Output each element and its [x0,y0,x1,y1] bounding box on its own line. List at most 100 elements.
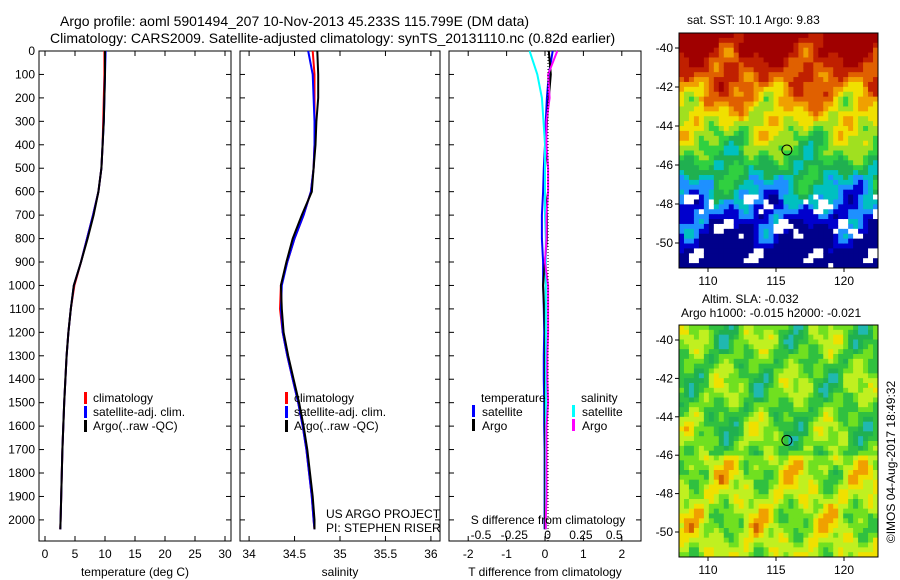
map-cell [718,209,725,215]
map-cell [713,532,720,539]
map-cell [828,130,834,137]
map-cell [848,499,854,505]
map-cell [808,140,814,147]
map-cell [858,436,864,442]
map-cell [768,47,775,54]
map-cell [858,508,864,514]
map-cell [753,184,760,191]
map-cell [698,204,705,210]
map-cell [728,62,735,68]
map-cell [808,160,814,166]
map-cell [763,334,770,340]
map-cell [808,407,814,413]
map-cell [773,57,779,63]
map-cell [738,407,745,413]
map-cell [803,397,809,403]
map-cell [758,528,765,534]
map-cell [738,518,745,524]
lat-tick-label: -40 [656,41,674,55]
map-cell [763,165,770,171]
map-cell [848,101,854,107]
map-cell [863,165,869,171]
map-cell [783,387,789,394]
map-cell [773,325,779,331]
lon-tick-label: 115 [766,563,785,577]
map-cell [818,450,824,456]
map-cell [728,334,735,340]
map-cell [743,445,750,452]
map-cell [728,484,735,490]
map-cell [853,189,859,196]
map-cell [773,392,779,398]
map-cell [828,42,834,49]
map-cell [703,479,710,485]
map-cell [838,145,844,151]
map-cell [723,126,730,132]
map-cell [793,354,799,360]
map-cell [688,532,695,539]
map-cell [748,135,755,142]
map-cell [863,358,869,365]
map-cell [693,354,700,360]
map-cell [813,455,819,461]
map-cell [788,426,794,432]
map-cell [818,209,824,215]
map-cell [793,431,799,437]
map-cell [843,33,849,39]
map-cell [813,494,819,500]
map-cell [828,363,834,369]
map-cell [728,263,735,269]
map-cell [833,179,839,186]
float-location-marker [781,144,793,156]
map-cell [828,91,834,98]
map-cell [808,121,814,127]
map-cell [688,258,695,264]
map-cell [843,518,849,524]
map-cell [693,402,700,408]
map-cell [713,130,720,137]
map-cell [848,503,854,510]
map-cell [803,145,809,151]
map-cell [788,349,794,355]
map-cell [798,140,804,147]
map-cell [818,243,824,249]
map-cell [768,334,775,340]
map-cell [703,37,710,44]
map-cell [683,37,690,44]
map-cell [868,392,874,398]
map-cell [868,378,874,384]
map-cell [768,101,775,107]
map-cell [828,537,834,543]
map-cell [823,228,829,235]
map-cell [838,402,844,408]
map-cell [858,339,864,345]
map-cell [848,243,854,249]
map-cell [843,489,849,495]
map-cell [748,106,755,112]
map-cell [773,412,779,418]
map-cell [803,126,809,132]
map-cell [828,33,834,39]
map-cell [723,383,730,389]
map-cell [843,77,849,83]
map-cell [708,130,715,137]
map-cell [708,373,715,379]
map-cell [683,484,690,490]
map-cell [778,189,784,196]
map-cell [818,184,824,191]
map-cell [733,421,740,427]
map-cell [723,194,730,200]
map-cell [858,532,864,539]
map-cell [783,431,789,437]
map-cell [748,253,755,259]
map-cell [778,378,784,384]
map-cell [679,67,685,73]
map-cell [723,339,730,345]
map-cell [763,450,770,456]
map-cell [783,426,789,432]
map-cell [723,174,730,181]
map-cell [703,503,710,510]
map-cell [733,47,740,54]
map-cell [793,233,799,240]
map-cell [683,223,690,230]
